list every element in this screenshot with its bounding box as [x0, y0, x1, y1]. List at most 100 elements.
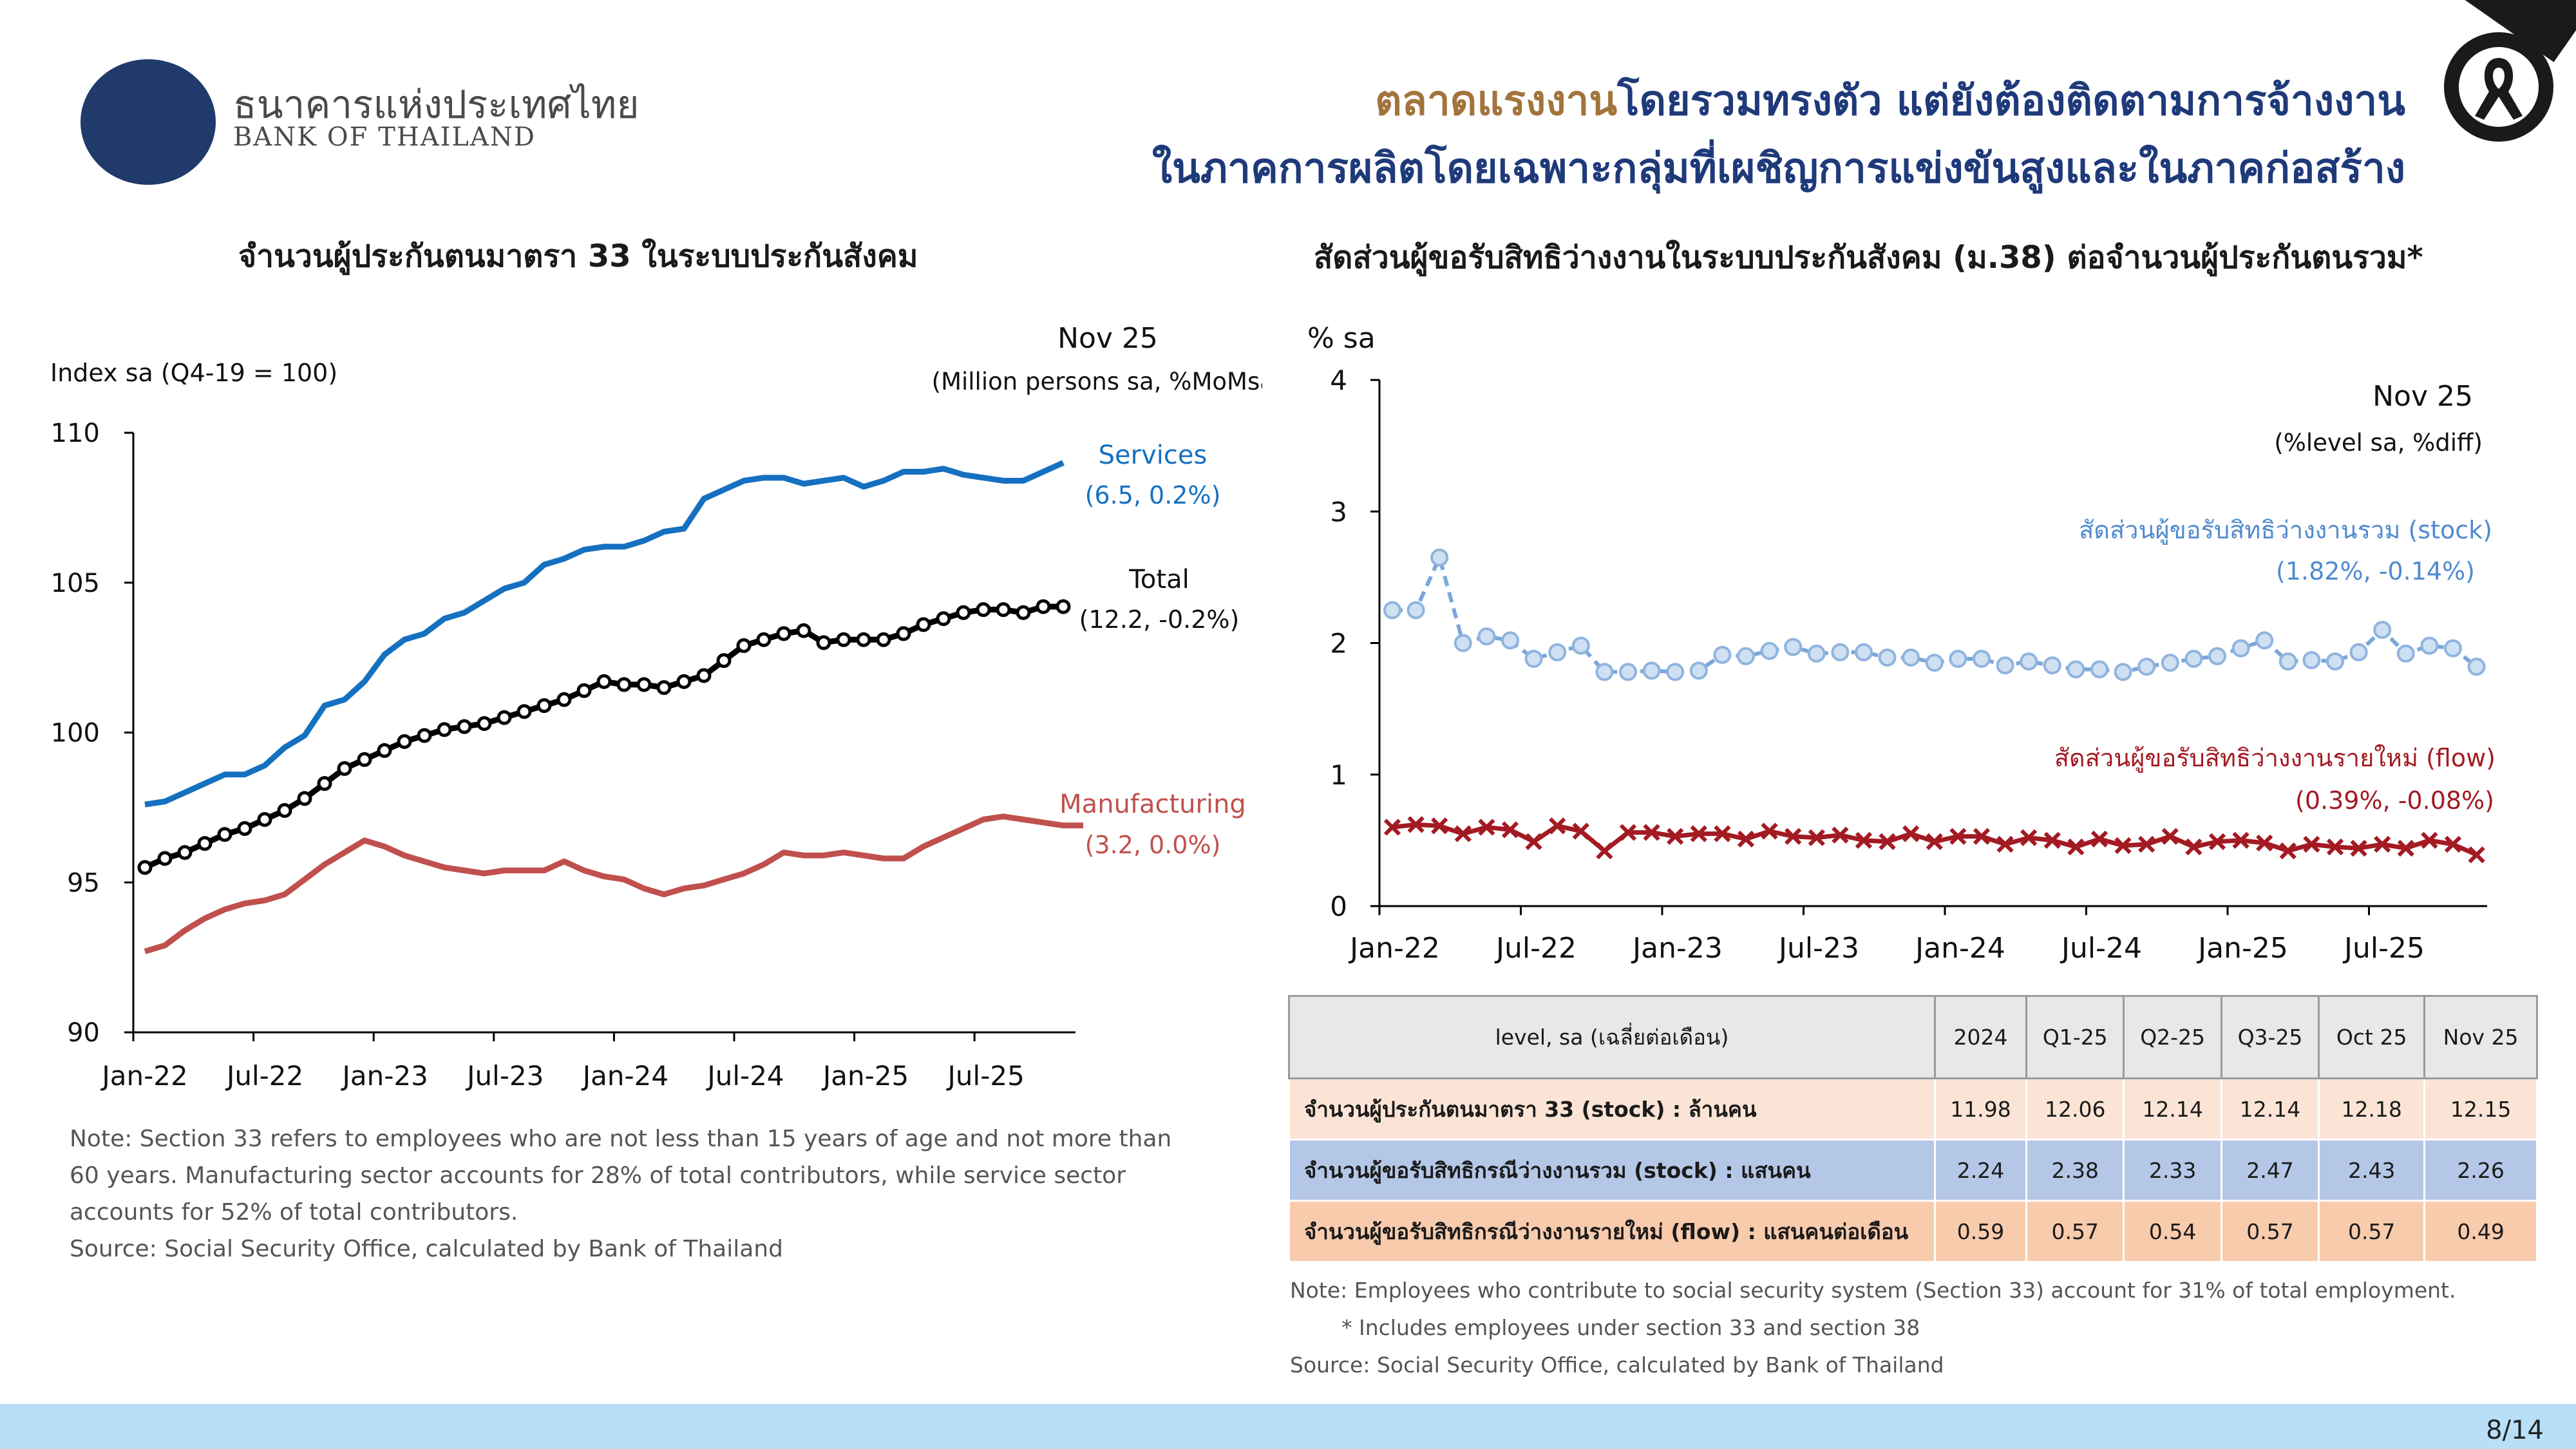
table-row: จำนวนผู้ขอรับสิทธิกรณีว่างงานรายใหม่ (fl… [1288, 1200, 2538, 1263]
legend-manufacturing-name: Manufacturing [1059, 790, 1246, 819]
x-tick-label: Jan-24 [581, 1060, 668, 1092]
total-point [716, 653, 732, 668]
table-cell: 12.06 [2025, 1077, 2125, 1141]
stock-point [1902, 648, 1920, 667]
total-point [417, 728, 432, 743]
legend-manufacturing-value: (3.2, 0.0%) [1085, 831, 1221, 859]
legend-flow-name: สัดส่วนผู้ขอรับสิทธิว่างงานรายใหม่ (flow… [2054, 744, 2496, 773]
total-point [177, 845, 193, 860]
total-point [536, 698, 552, 714]
table-header-row: level, sa (เฉลี่ยต่อเดือน) 2024 Q1-25 Q2… [1288, 995, 2538, 1079]
manufacturing-line [144, 813, 1083, 954]
flow-point [1619, 824, 1637, 841]
table-header-cell: 2024 [1933, 995, 2028, 1079]
total-point [696, 668, 712, 683]
flow-point [1879, 833, 1896, 851]
total-point [477, 716, 492, 732]
stock-point [1524, 650, 1543, 668]
total-point [357, 752, 372, 767]
total-point [856, 632, 871, 647]
table-cell: 2.24 [1933, 1139, 2028, 1202]
flow-point [1714, 825, 1731, 842]
legend-total-value: (12.2, -0.2%) [1079, 605, 1240, 634]
table-cell: 0.59 [1933, 1200, 2028, 1263]
x-tick-label: Jul-25 [946, 1060, 1025, 1092]
flow-point [2326, 838, 2344, 856]
right-notes: Note: Employees who contribute to social… [1290, 1272, 2552, 1384]
title-rest: โดยรวมทรงตัว แต่ยังต้องติดตามการจ้างงาน [1617, 77, 2405, 125]
total-point [676, 674, 692, 689]
x-tick-label: Jul-23 [465, 1060, 544, 1092]
table-header-cell: Nov 25 [2423, 995, 2538, 1079]
total-point [437, 722, 452, 737]
stock-point [2208, 647, 2226, 665]
table-cell: 0.49 [2423, 1200, 2538, 1263]
flow-point [2374, 835, 2391, 853]
x-tick-label: Jan-25 [821, 1060, 909, 1092]
table-header-cell: Q3-25 [2220, 995, 2320, 1079]
x-tick-label: Jan-23 [341, 1060, 428, 1092]
flow-point [2279, 842, 2297, 860]
total-point [1056, 599, 1071, 614]
total-point [656, 680, 672, 696]
total-point [556, 692, 572, 707]
stock-point [1406, 601, 1425, 620]
flow-point [2138, 835, 2155, 853]
stock-point [2184, 650, 2203, 668]
total-point [836, 632, 851, 647]
flow-point [2114, 837, 2132, 855]
stock-point [1383, 601, 1401, 620]
stock-point [1855, 643, 1873, 661]
right-chart: 4 3 2 1 0 Jan-22 Jul-22 Jan-23 Jul-23 Jan-24 Jul-… [1307, 322, 2496, 965]
right-note-line1: Note: Employees who contribute to social… [1290, 1278, 2456, 1303]
total-point [936, 611, 951, 627]
total-point [197, 836, 213, 851]
legend-total-name: Total [1128, 565, 1189, 594]
stock-point [1831, 643, 1850, 661]
table-cell: 0.57 [2025, 1200, 2125, 1263]
x-tick-label: Jul-25 [2342, 932, 2425, 965]
legend-services-name: Services [1099, 440, 1208, 470]
stock-point [2278, 652, 2297, 671]
flow-point [1431, 817, 1448, 835]
legend-flow-value: (0.39%, -0.08%) [2295, 786, 2494, 815]
total-point [596, 674, 612, 689]
summary-table: level, sa (เฉลี่ยต่อเดือน) 2024 Q1-25 Q2… [1288, 995, 2538, 1263]
x-tick-label: Jan-24 [1913, 932, 2005, 965]
flow-point [1761, 822, 1778, 840]
flow-point [1501, 821, 1519, 838]
flow-point [1832, 826, 1849, 844]
stock-point [1689, 661, 1708, 680]
flow-point [2067, 838, 2085, 856]
total-point [816, 635, 831, 650]
bank-logo [80, 59, 216, 185]
table-cell: 11.98 [1933, 1077, 2028, 1141]
stock-point [1760, 641, 1779, 660]
flow-point [1549, 817, 1566, 835]
table-cell: 0.54 [2123, 1200, 2222, 1263]
total-point [616, 677, 632, 692]
bank-name-thai: ธนาคารแห่งประเทศไทย [233, 82, 639, 128]
stock-point [1713, 645, 1732, 664]
stock-point [1619, 663, 1637, 681]
y-tick-label: 100 [51, 719, 100, 748]
total-point [277, 803, 292, 819]
x-tick-label: Jan-22 [100, 1060, 187, 1092]
left-y-axis-label: Index sa (Q4-19 = 100) [50, 359, 337, 387]
flow-point [1407, 816, 1425, 833]
table-cell: 2.47 [2220, 1139, 2320, 1202]
total-point [736, 638, 752, 654]
table-header-cell: Q1-25 [2025, 995, 2125, 1079]
flow-point [2444, 835, 2462, 853]
bank-name-english: BANK OF THAILAND [233, 122, 536, 152]
title-accent: ตลาดแรงงาน [1375, 77, 1618, 125]
right-chart-axes [1378, 380, 2487, 907]
total-point [157, 851, 173, 866]
right-annotation-date: Nov 25 [2372, 380, 2473, 413]
table-row-label: จำนวนผู้ขอรับสิทธิกรณีว่างงานรายใหม่ (fl… [1288, 1200, 1936, 1263]
total-point [996, 602, 1011, 618]
flow-point [1785, 828, 1802, 845]
table-cell: 12.14 [2220, 1077, 2320, 1141]
flow-point [2020, 829, 2038, 846]
table-cell: 0.57 [2220, 1200, 2320, 1263]
